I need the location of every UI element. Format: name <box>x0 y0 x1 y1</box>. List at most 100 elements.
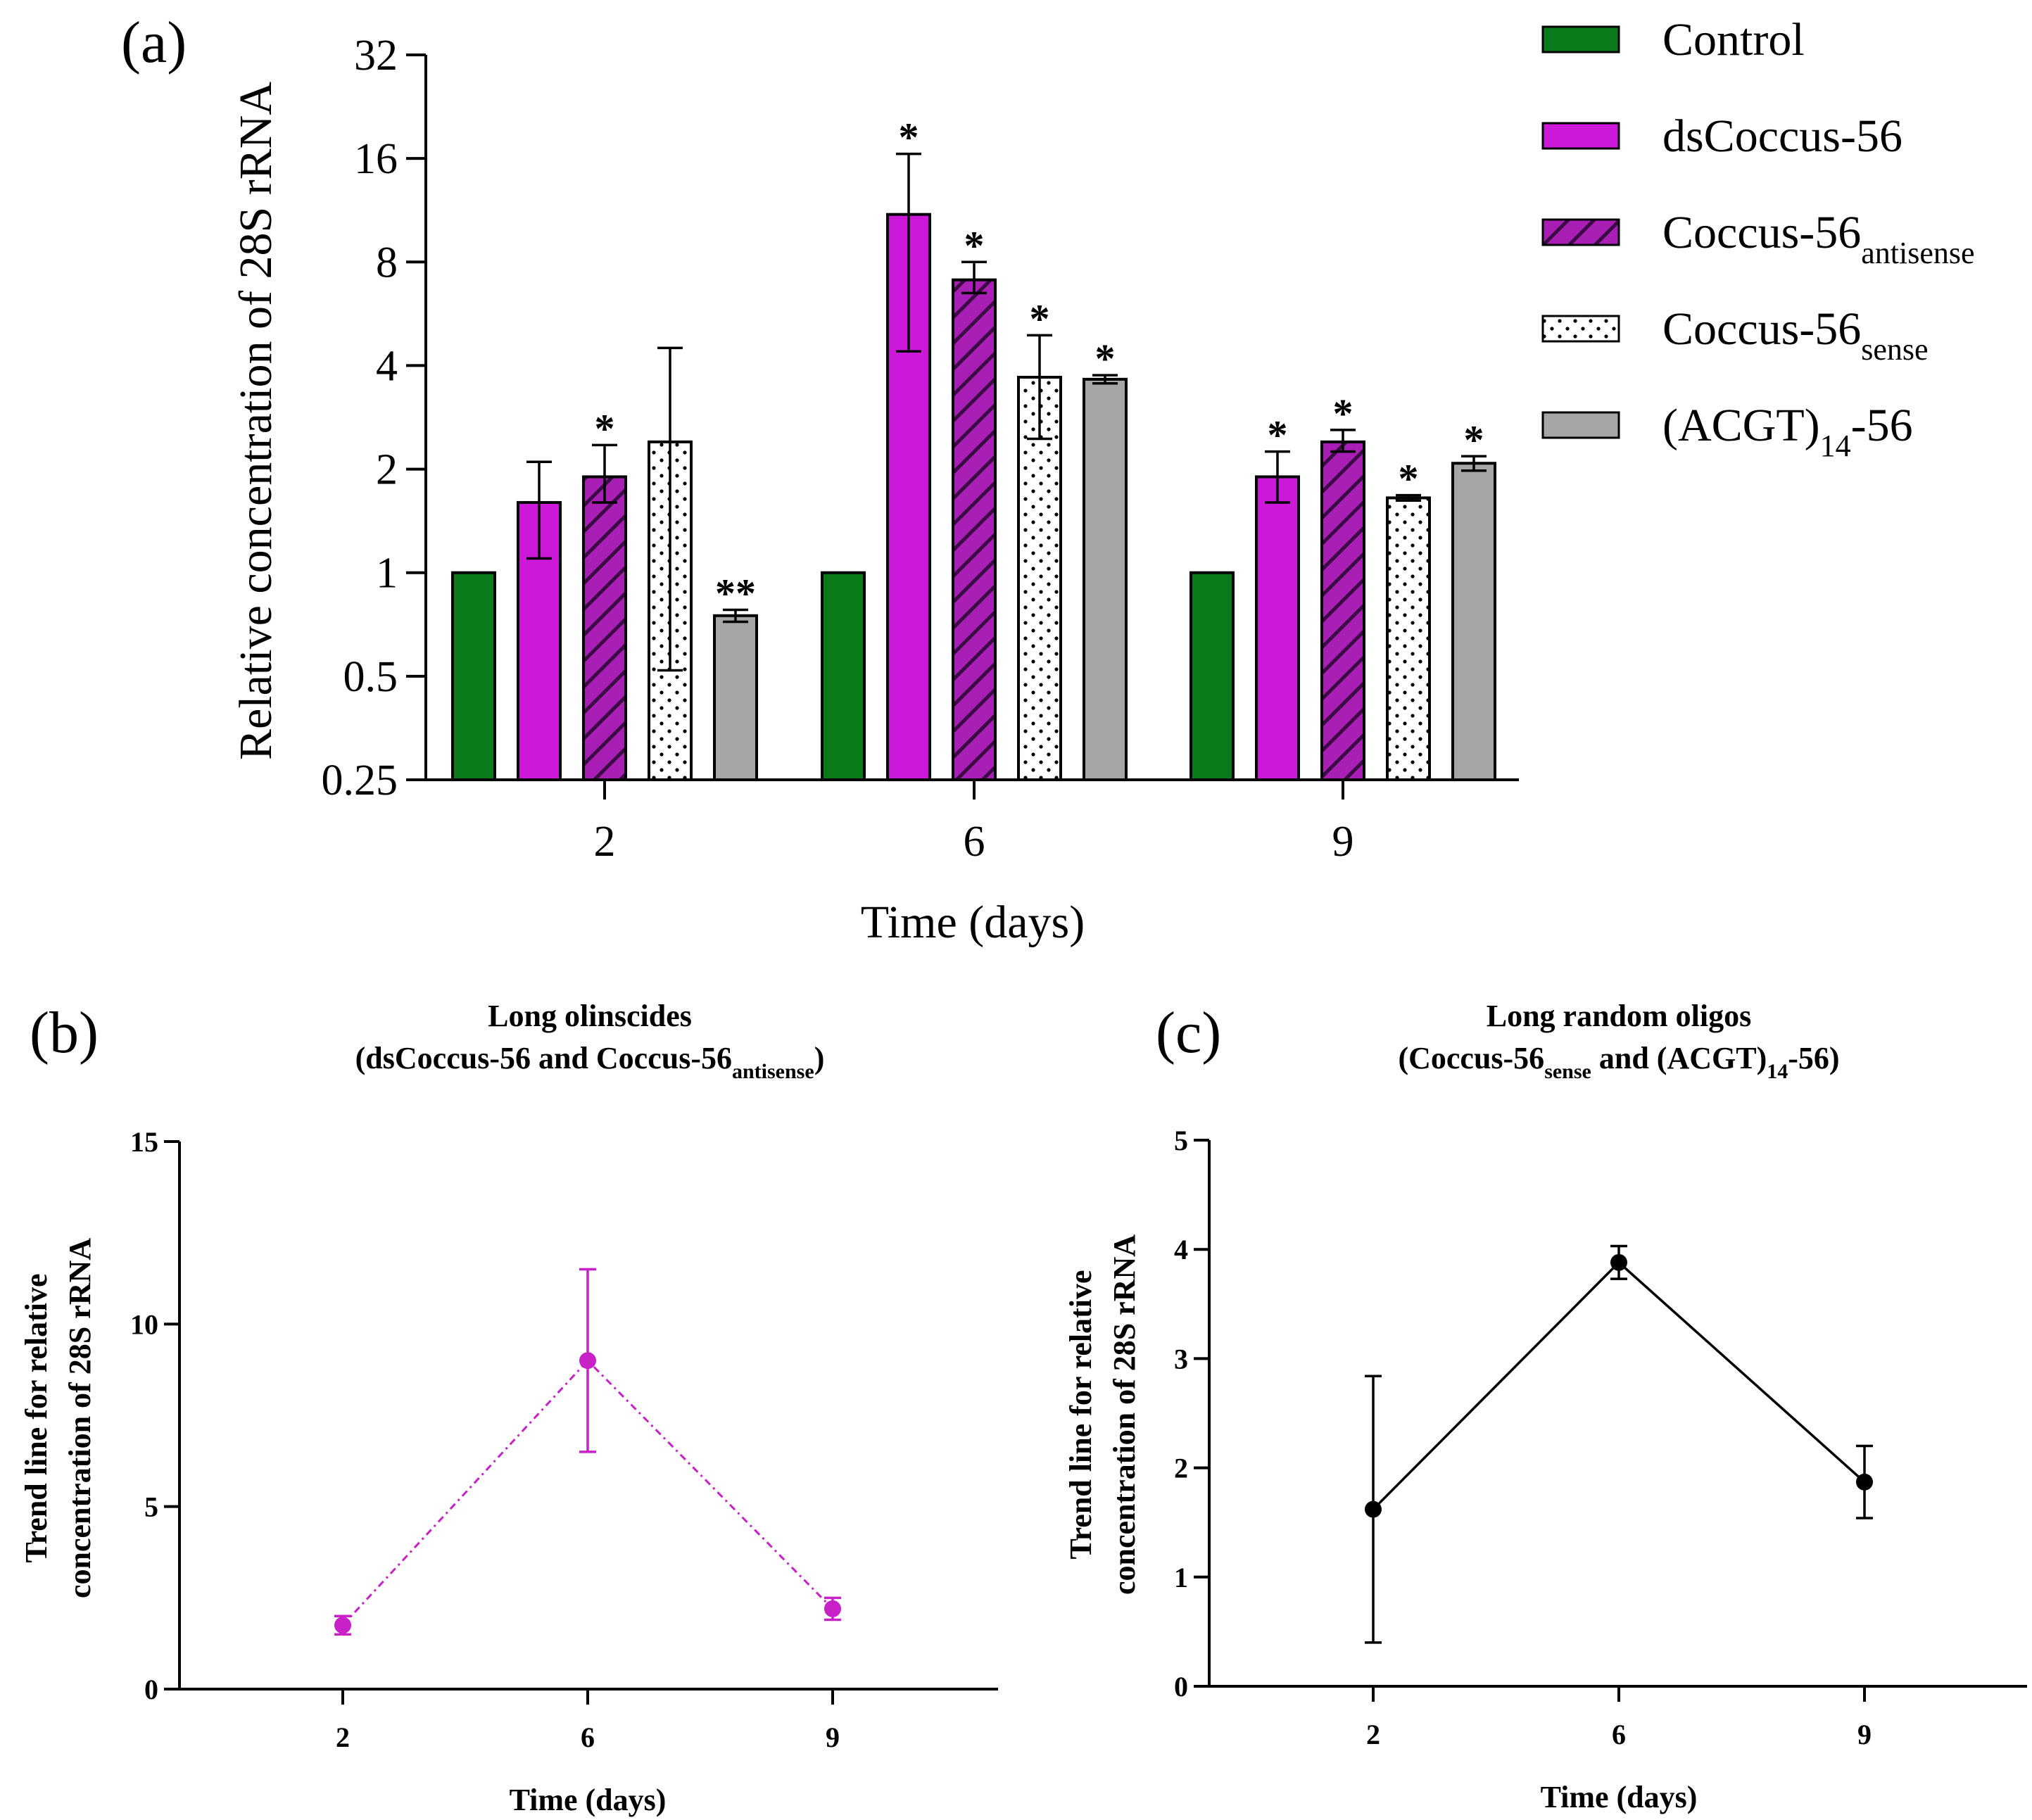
c-y-tick-label: 1 <box>1174 1562 1188 1593</box>
significance-sense-day9: * <box>1399 456 1419 502</box>
c-y-axis-title-line1: Trend line for relative <box>1064 1270 1098 1559</box>
b-title-line1: Long olinscides <box>488 999 692 1033</box>
c-y-ticks: 0 1 2 3 4 5 <box>1174 1125 1209 1702</box>
bar-acgt-day9 <box>1451 462 1496 781</box>
a-y-tick-label: 1 <box>376 550 398 598</box>
c-title2-mid: and (ACGT) <box>1591 1041 1767 1075</box>
legend-acgt-pre: (ACGT) <box>1662 400 1820 451</box>
c-trend-line <box>1372 1260 1866 1510</box>
significance-ds-day6: * <box>899 115 919 160</box>
legend-swatch-control <box>1541 25 1620 53</box>
c-point-day9 <box>1856 1473 1873 1491</box>
legend-swatch-antisense <box>1541 218 1620 246</box>
significance-antisense-day2: * <box>595 405 615 451</box>
b-y-tick-label: 15 <box>130 1126 158 1158</box>
c-y-tick-label: 4 <box>1174 1234 1188 1265</box>
panel-label-a: (a) <box>121 10 187 75</box>
b-title2-sub: antisense <box>732 1060 814 1083</box>
c-y-tick-label: 0 <box>1174 1671 1188 1702</box>
b-x-tick-label: 2 <box>336 1721 350 1753</box>
b-y-ticks: 0 5 10 15 <box>130 1126 179 1705</box>
b-trend-line <box>341 1359 834 1626</box>
legend-swatch-dscoccus <box>1541 122 1620 150</box>
legend-sense-base: Coccus-56 <box>1662 303 1861 355</box>
a-x-tick-label: 6 <box>964 818 985 866</box>
a-x-ticks: 2 6 9 <box>594 780 1354 866</box>
b-y-axis-title-line1: Trend line for relative <box>19 1273 53 1562</box>
c-title2-post: -56) <box>1788 1041 1839 1075</box>
a-y-tick-label: 2 <box>376 446 398 494</box>
a-x-tick-label: 2 <box>594 818 616 866</box>
bar-antisense-day9 <box>1320 440 1365 781</box>
a-x-tick-label: 9 <box>1332 818 1354 866</box>
panel-b-line-chart: Long olinscides (dsCoccus-56 and Coccus-… <box>19 999 998 1817</box>
b-title-line2: (dsCoccus-56 and Coccus-56antisense) <box>355 1041 825 1083</box>
b-title2-post: ) <box>814 1041 825 1075</box>
b-y-tick-label: 0 <box>144 1674 158 1705</box>
b-y-tick-label: 5 <box>144 1491 158 1523</box>
c-point-day6 <box>1610 1253 1627 1271</box>
a-y-tick-label: 0.5 <box>343 653 398 701</box>
significance-acgt-day6: * <box>1095 336 1116 381</box>
c-x-tick-label: 2 <box>1366 1719 1380 1750</box>
a-significance-marks: ******** *** <box>595 115 1484 617</box>
c-y-tick-label: 2 <box>1174 1453 1188 1484</box>
bar-control-day2 <box>451 571 496 781</box>
a-x-axis-title: Time (days) <box>861 897 1085 948</box>
b-plot-marks <box>334 1268 841 1636</box>
legend-label-dscoccus: dsCoccus-56 <box>1662 110 1902 162</box>
b-point-day6 <box>579 1352 596 1370</box>
c-x-tick-label: 6 <box>1612 1719 1626 1750</box>
legend-label-sense: Coccus-56sense <box>1662 303 1929 367</box>
c-plot-marks <box>1365 1244 1873 1644</box>
b-x-ticks: 2 6 9 <box>336 1689 840 1753</box>
legend-label-antisense: Coccus-56antisense <box>1662 207 1975 270</box>
b-title2-pre: (dsCoccus-56 and Coccus-56 <box>355 1041 732 1075</box>
b-point-day9 <box>824 1600 841 1617</box>
a-y-tick-label: 32 <box>354 32 398 80</box>
c-point-day2 <box>1365 1500 1382 1518</box>
legend-antisense-sub: antisense <box>1861 236 1974 270</box>
b-x-axis-title: Time (days) <box>510 1783 667 1817</box>
significance-acgt-day2: ** <box>715 570 756 616</box>
c-x-axis-title: Time (days) <box>1541 1780 1698 1814</box>
a-y-tick-label: 0.25 <box>322 757 398 804</box>
bar-sense-day9 <box>1386 496 1431 781</box>
c-title-line2: (Coccus-56sense and (ACGT)14-56) <box>1398 1041 1839 1083</box>
legend-antisense-base: Coccus-56 <box>1662 207 1861 258</box>
b-y-tick-label: 10 <box>130 1308 158 1340</box>
legend-label-acgt: (ACGT)14-56 <box>1662 400 1913 463</box>
legend-swatch-acgt <box>1541 411 1620 439</box>
panel-label-b: (b) <box>30 1000 99 1066</box>
significance-antisense-day9: * <box>1333 391 1353 436</box>
a-y-tick-label: 8 <box>376 239 398 286</box>
c-title-line1: Long random oligos <box>1487 999 1752 1033</box>
c-title2-pre: (Coccus-56 <box>1398 1041 1544 1075</box>
c-title2-sub2: 14 <box>1767 1060 1788 1083</box>
bar-acgt-day6 <box>1083 377 1128 781</box>
c-x-ticks: 2 6 9 <box>1366 1686 1872 1750</box>
a-y-axis-title: Relative concentration of 28S rRNA <box>230 82 282 760</box>
bar-sense-day6 <box>1017 375 1062 781</box>
bar-antisense-day6 <box>952 278 997 781</box>
significance-sense-day6: * <box>1030 296 1050 341</box>
legend-swatch-sense <box>1541 315 1620 343</box>
a-y-tick-label: 16 <box>354 135 398 183</box>
b-x-tick-label: 9 <box>826 1721 840 1753</box>
c-y-tick-label: 5 <box>1174 1125 1188 1156</box>
a-error-bars <box>526 152 1487 672</box>
panel-c-line-chart: Long random oligos (Coccus-56sense and (… <box>1064 999 2027 1814</box>
significance-antisense-day6: * <box>964 222 985 268</box>
a-legend: Control dsCoccus-56 Coccus-56antisense C… <box>1541 14 1975 463</box>
legend-label-control: Control <box>1662 14 1805 65</box>
c-y-tick-label: 3 <box>1174 1343 1188 1375</box>
bar-antisense-day2 <box>582 475 627 781</box>
c-title2-sub: sense <box>1544 1060 1591 1083</box>
b-y-axis-title-line2: concentration of 28S rRNA <box>63 1238 97 1598</box>
a-y-ticks: 0.25 0.5 1 2 4 8 16 32 <box>322 32 426 804</box>
bar-ds-day2 <box>517 500 562 781</box>
significance-ds-day9: * <box>1268 412 1288 458</box>
bar-control-day6 <box>821 571 866 781</box>
